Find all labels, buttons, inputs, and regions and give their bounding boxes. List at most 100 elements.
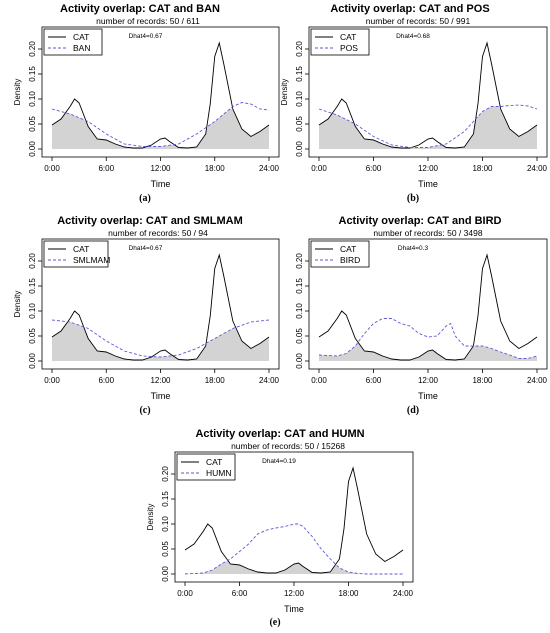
chart-title: Activity overlap: CAT and POS <box>330 3 489 15</box>
x-tick-label: 6:00 <box>232 589 248 598</box>
chart-title: Activity overlap: CAT and BIRD <box>339 215 502 227</box>
chart-subtitle: number of records: 50 / 611 <box>96 16 200 26</box>
series-cat-line <box>51 253 270 361</box>
x-tick-label: 12:00 <box>418 376 439 385</box>
overlap-area <box>319 106 537 149</box>
chart-title: Activity overlap: CAT and BAN <box>60 3 220 15</box>
y-axis-label: Density <box>13 291 22 318</box>
chart-subtitle: number of records: 50 / 15268 <box>231 441 345 451</box>
y-tick-label: 0.20 <box>295 253 304 269</box>
series-pos-line <box>318 104 538 148</box>
legend-label: HUMN <box>206 468 232 478</box>
caption-a: (a) <box>139 193 151 204</box>
series-cat-line <box>51 41 270 149</box>
overlap-annotation: Dhat4=0.67 <box>129 33 163 40</box>
overlap-annotation: Dhat4=0.68 <box>396 33 430 40</box>
legend-label: CAT <box>340 32 356 42</box>
x-tick-label: 12:00 <box>150 376 171 385</box>
y-tick-label: 0.05 <box>28 116 37 132</box>
legend-label: CAT <box>206 457 222 467</box>
y-tick-label: 0.00 <box>161 566 170 582</box>
x-axis-label: Time <box>418 179 438 189</box>
y-tick-label: 0.15 <box>28 66 37 82</box>
x-tick-label: 24:00 <box>259 164 280 173</box>
chart-title: Activity overlap: CAT and HUMN <box>195 428 364 440</box>
overlap-annotation: Dhat4=0.3 <box>398 245 429 252</box>
caption-e: (e) <box>269 617 281 628</box>
y-tick-label: 0.10 <box>161 516 170 532</box>
y-tick-label: 0.05 <box>161 541 170 557</box>
x-tick-label: 18:00 <box>472 376 493 385</box>
legend-label: SMLMAM <box>73 255 110 265</box>
x-tick-label: 6:00 <box>366 376 382 385</box>
x-tick-label: 0:00 <box>44 376 60 385</box>
x-tick-label: 24:00 <box>527 164 548 173</box>
legend-label: CAT <box>73 244 89 254</box>
x-tick-label: 12:00 <box>418 164 439 173</box>
legend-label: POS <box>340 43 358 53</box>
x-tick-label: 24:00 <box>527 376 548 385</box>
y-tick-label: 0.15 <box>295 278 304 294</box>
x-tick-label: 6:00 <box>98 164 114 173</box>
chart-title: Activity overlap: CAT and SMLMAM <box>57 215 243 227</box>
overlap-annotation: Dhat4=0.19 <box>262 458 296 465</box>
y-tick-label: 0.20 <box>28 253 37 269</box>
x-tick-label: 0:00 <box>311 164 327 173</box>
y-tick-label: 0.05 <box>295 328 304 344</box>
caption-b: (b) <box>406 193 420 204</box>
legend-label: CAT <box>340 244 356 254</box>
y-tick-label: 0.15 <box>295 66 304 82</box>
y-axis-label: Density <box>280 79 289 106</box>
y-axis-label: Density <box>13 79 22 106</box>
y-tick-label: 0.15 <box>161 491 170 507</box>
y-tick-label: 0.00 <box>28 353 37 369</box>
legend-label: BIRD <box>340 255 360 265</box>
x-tick-label: 0:00 <box>311 376 327 385</box>
chart-subtitle: number of records: 50 / 94 <box>108 228 208 238</box>
legend-label: CAT <box>73 32 89 42</box>
series-bird-line <box>318 318 538 359</box>
y-tick-label: 0.10 <box>295 91 304 107</box>
legend-box <box>310 28 370 56</box>
series-ban-line <box>51 102 270 147</box>
series-cat-line <box>318 41 538 149</box>
x-tick-label: 6:00 <box>98 376 114 385</box>
overlap-area <box>52 108 269 149</box>
series-humn-line <box>184 523 403 575</box>
x-axis-label: Time <box>284 604 304 614</box>
x-tick-label: 0:00 <box>44 164 60 173</box>
x-tick-label: 0:00 <box>177 589 193 598</box>
x-tick-label: 18:00 <box>338 589 359 598</box>
caption-c: (c) <box>139 405 151 416</box>
legend-box <box>43 240 109 268</box>
y-tick-label: 0.10 <box>28 91 37 107</box>
overlap-area <box>319 342 537 361</box>
caption-d: (d) <box>406 405 420 416</box>
y-tick-label: 0.00 <box>28 141 37 157</box>
legend-box <box>176 453 236 481</box>
y-tick-label: 0.05 <box>295 116 304 132</box>
x-tick-label: 18:00 <box>205 164 226 173</box>
x-tick-label: 12:00 <box>150 164 171 173</box>
chart-subtitle: number of records: 50 / 991 <box>366 16 471 26</box>
y-tick-label: 0.20 <box>161 466 170 482</box>
x-tick-label: 24:00 <box>393 589 414 598</box>
legend-box <box>43 28 103 56</box>
x-axis-label: Time <box>151 179 171 189</box>
x-tick-label: 24:00 <box>259 376 280 385</box>
y-tick-label: 0.00 <box>295 141 304 157</box>
y-tick-label: 0.10 <box>295 303 304 319</box>
legend-label: BAN <box>73 43 90 53</box>
series-smlmam-line <box>51 319 270 358</box>
series-cat-line <box>318 253 538 361</box>
overlap-annotation: Dhat4=0.67 <box>129 245 163 252</box>
